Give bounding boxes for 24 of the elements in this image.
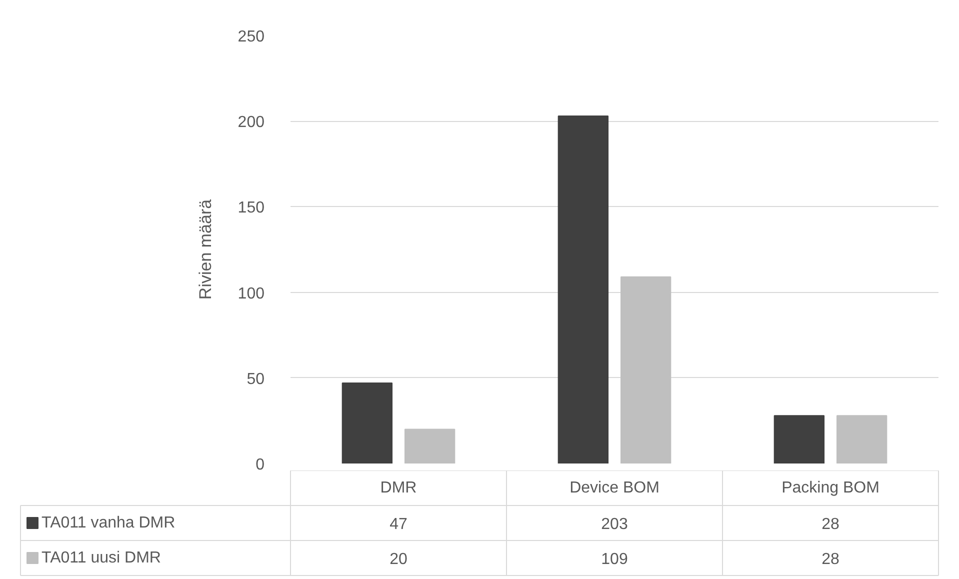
legend-label: TA011 uusi DMR [42,550,161,566]
y-tick-label: 150 [238,200,265,217]
legend-label: TA011 vanha DMR [42,514,176,532]
bar [342,382,393,464]
bar [558,115,609,464]
y-tick-label: 250 [238,28,265,46]
y-tick-label: 100 [238,285,265,302]
data-label: 203 [601,516,628,533]
x-tick-label: DMR [380,480,417,496]
data-label: 28 [822,551,840,568]
data-label: 47 [390,516,408,533]
y-tick-label: 0 [256,456,265,474]
data-label: 28 [822,516,840,533]
x-tick-label: Packing BOM [782,480,880,496]
x-tick-label: Device BOM [570,480,660,496]
data-label: 20 [390,551,408,568]
bar [836,415,888,464]
y-tick-label: 50 [246,370,265,388]
y-axis-title: Rivien määrä [196,198,215,300]
bar [404,428,456,464]
y-tick-label: 200 [238,114,265,132]
bar [620,276,672,464]
bar [774,415,825,464]
data-label: 109 [601,551,628,568]
